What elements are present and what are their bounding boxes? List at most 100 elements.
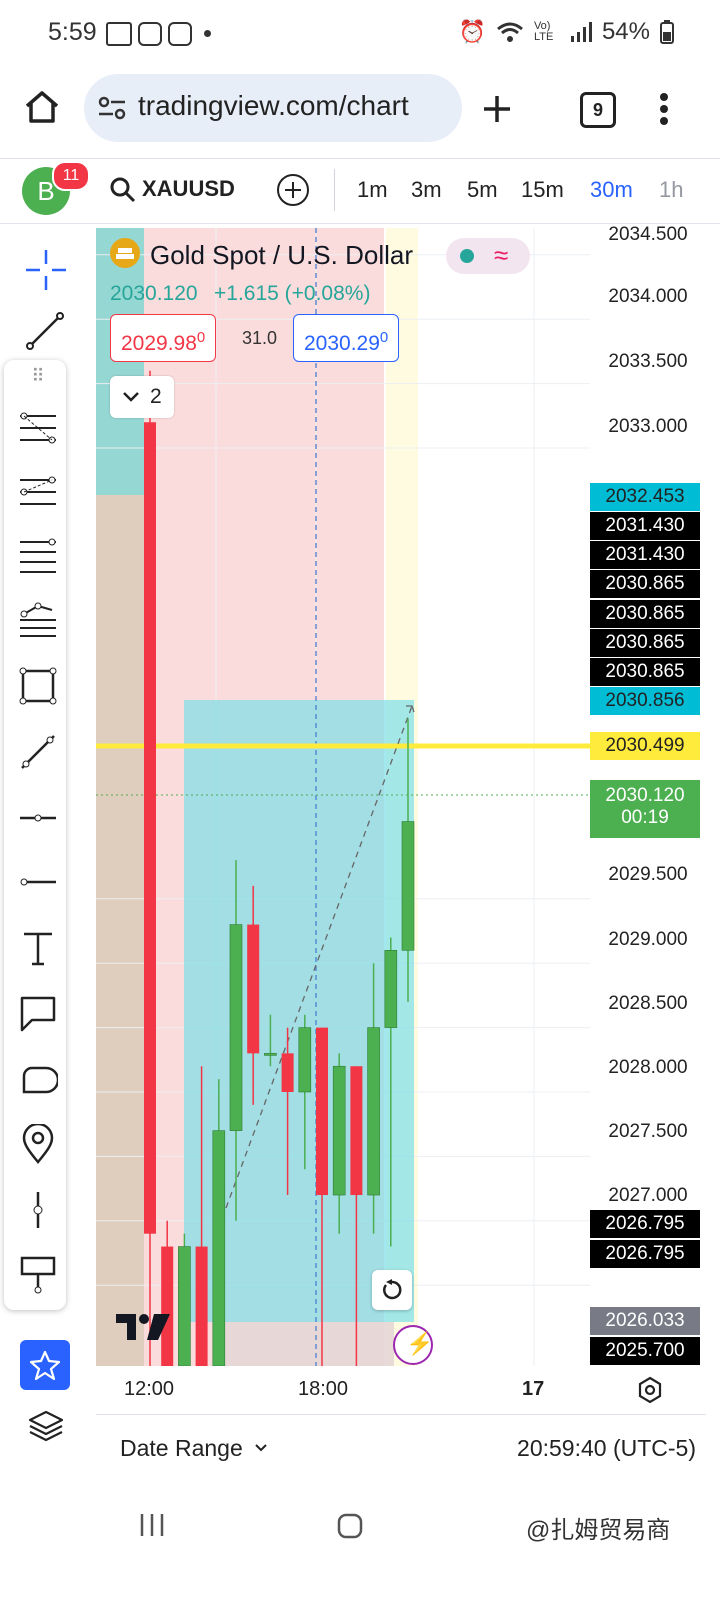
chart-settings-icon[interactable] — [636, 1376, 664, 1404]
time-scale[interactable]: 12:00 18:00 17 — [96, 1366, 706, 1414]
layers-icon[interactable] — [28, 1408, 64, 1444]
fib-retracement-icon[interactable] — [18, 408, 58, 448]
recent-apps-icon[interactable] — [138, 1512, 166, 1538]
browser-menu-icon[interactable] — [658, 92, 670, 126]
price-tag: 2030.865 — [590, 629, 700, 657]
parallel-channel-icon[interactable] — [18, 536, 58, 576]
crosshair-icon[interactable] — [24, 248, 68, 292]
price-label: 2034.500 — [608, 224, 688, 245]
indicators-toggle[interactable]: 2 — [110, 376, 174, 418]
drag-handle-icon[interactable]: ⠿ — [31, 366, 45, 386]
price-pin-icon[interactable] — [18, 1124, 58, 1164]
chart-clock[interactable]: 20:59:40 (UTC-5) — [517, 1435, 696, 1461]
home-nav-icon[interactable] — [336, 1512, 364, 1540]
price-tag: 2032.453 — [590, 483, 700, 511]
data-delay-icon: ≈ — [494, 240, 509, 270]
date-range-button[interactable]: Date Range — [120, 1435, 243, 1461]
price-tag: 2031.430 — [590, 541, 700, 569]
lightning-icon: ⚡ — [406, 1331, 434, 1356]
trend-line-icon[interactable] — [24, 310, 66, 352]
drawing-toolbar: ⠿ — [0, 228, 92, 1478]
flash-button[interactable]: ⚡ — [393, 1325, 433, 1365]
symbol-search-icon[interactable] — [110, 177, 136, 203]
timeframe-3m[interactable]: 3m — [411, 177, 442, 202]
candle-body — [367, 1027, 380, 1196]
url-field[interactable] — [84, 74, 462, 142]
reset-icon — [383, 1279, 402, 1300]
candle-body — [247, 924, 260, 1054]
price-tag: 2030.856 — [590, 687, 700, 715]
price-label: 2029.000 — [608, 929, 688, 950]
candle-body — [298, 1027, 312, 1093]
favorites-button[interactable] — [20, 1340, 70, 1390]
note-icon[interactable] — [18, 1060, 58, 1100]
chart-canvas[interactable] — [96, 228, 590, 1366]
symbol-name[interactable]: XAUUSD — [142, 176, 235, 201]
price-tag: 2030.865 — [590, 600, 700, 628]
timeframe-15m[interactable]: 15m — [521, 177, 564, 202]
battery-percent: 54% — [601, 18, 650, 45]
candle-body — [350, 1066, 363, 1196]
current-price: 2030.120 — [605, 785, 685, 806]
alarm-icon: ⏰ — [458, 19, 486, 44]
candle-body — [161, 1246, 174, 1366]
horizontal-line-icon[interactable] — [18, 798, 58, 838]
callout-icon[interactable] — [18, 994, 58, 1034]
vertical-line-icon[interactable] — [18, 1190, 58, 1230]
price-label: 2028.500 — [608, 993, 688, 1014]
price-label: 2028.000 — [608, 1057, 688, 1078]
text-tool-icon[interactable] — [18, 928, 58, 968]
timeframe-5m[interactable]: 5m — [467, 177, 498, 202]
spread-value: 31.0 — [242, 328, 278, 348]
timeframe-1m[interactable]: 1m — [357, 177, 388, 202]
price-tag: 2030.865 — [590, 658, 700, 686]
pitchfork-icon[interactable] — [18, 600, 58, 640]
watermark: @扎姆贸易商 — [526, 1517, 671, 1544]
sell-price-button[interactable]: 2029.980 — [110, 314, 217, 362]
price-label: 2027.500 — [608, 1121, 688, 1142]
chevron-down-icon[interactable] — [254, 1443, 268, 1453]
chart-bottom-bar: Date Range 20:59:40 (UTC-5) — [96, 1414, 706, 1479]
new-tab-icon[interactable] — [482, 94, 512, 124]
signal-icon — [570, 22, 592, 42]
buy-price: 2030.29 — [304, 332, 380, 355]
price-label: 2034.000 — [608, 286, 688, 307]
buy-price-button[interactable]: 2030.290 — [293, 314, 400, 362]
timeframe-30m[interactable]: 30m — [590, 177, 633, 202]
compare-add-icon[interactable] — [276, 173, 310, 207]
candle-body — [384, 950, 398, 1028]
status-right-group: ⏰ Vo) LTE 54% — [459, 18, 674, 46]
more-notifications-dot — [204, 30, 211, 37]
market-status-pill[interactable]: ≈ — [446, 238, 530, 274]
price-tag: 2030.865 — [590, 570, 700, 598]
trend-arrow-line[interactable] — [225, 705, 413, 1209]
flag-mark-icon[interactable] — [18, 1254, 58, 1294]
site-settings-icon[interactable] — [98, 96, 126, 120]
star-icon — [29, 1350, 61, 1381]
trend-arrow-head — [406, 705, 415, 713]
bar-countdown: 00:19 — [621, 807, 669, 828]
legend-last-price: 2030.120 — [110, 282, 198, 305]
time-label: 18:00 — [298, 1378, 349, 1400]
chart-pane[interactable]: Gold Spot / U.S. Dollar ≈ 2030.120 +1.61… — [96, 228, 590, 1366]
current-price-tag: 2030.120 00:19 — [590, 780, 700, 838]
level-price-tag: 2030.499 — [590, 732, 700, 760]
gold-symbol-icon — [110, 238, 140, 268]
legend-change: +1.615 (+0.08%) — [214, 282, 371, 305]
tradingview-logo[interactable] — [114, 1310, 172, 1344]
candle-body — [281, 1053, 294, 1092]
horizontal-ray-icon[interactable] — [18, 862, 58, 902]
candle-body — [229, 924, 243, 1131]
rectangle-icon[interactable] — [18, 666, 58, 706]
tab-switcher-button[interactable]: 9 — [580, 92, 616, 128]
symbol-title[interactable]: Gold Spot / U.S. Dollar — [150, 240, 413, 270]
timeframe-1h[interactable]: 1h — [659, 177, 684, 202]
fib-extension-icon[interactable] — [18, 472, 58, 512]
candle-body — [316, 1027, 328, 1196]
url-text: tradingview.com/chart — [138, 90, 409, 121]
reset-chart-button[interactable] — [372, 1270, 412, 1310]
time-label: 12:00 — [124, 1378, 175, 1400]
candle-body — [264, 1053, 277, 1056]
home-icon[interactable] — [24, 90, 60, 124]
ray-icon[interactable] — [18, 732, 58, 772]
